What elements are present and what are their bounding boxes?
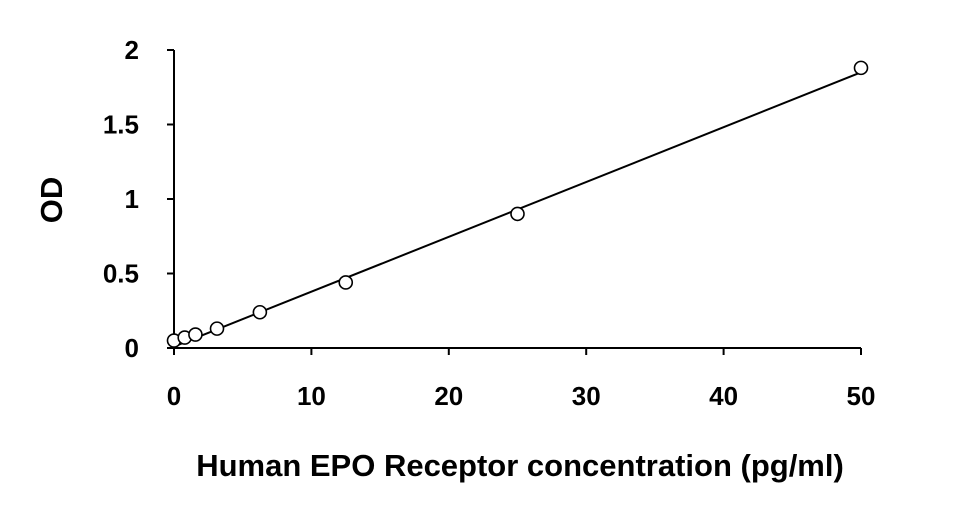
y-tick-label: 1.5	[103, 110, 139, 140]
x-tick-label: 50	[847, 381, 876, 411]
axes	[173, 50, 861, 349]
x-axis-title: Human EPO Receptor concentration (pg/ml)	[196, 448, 844, 483]
y-tick-label: 1	[125, 184, 139, 214]
y-axis-title: OD	[34, 177, 69, 224]
x-tick-label: 40	[709, 381, 738, 411]
x-tick-label: 20	[434, 381, 463, 411]
y-tick-label: 2	[125, 35, 139, 65]
data-point	[853, 60, 869, 76]
x-tick-label: 10	[297, 381, 326, 411]
data-point	[510, 206, 525, 222]
y-tick-label: 0	[125, 333, 139, 363]
y-ticks-group: 0 0.5 1 1.5 2	[103, 35, 174, 363]
data-point	[209, 321, 225, 336]
data-point	[252, 304, 268, 320]
data-point	[188, 327, 203, 342]
x-tick-label: 30	[572, 381, 601, 411]
x-ticks-group: 0 10 20 30 40 50	[167, 348, 876, 411]
points-group	[166, 60, 869, 348]
data-point	[338, 275, 354, 290]
y-tick-label: 0.5	[103, 259, 139, 289]
x-tick-label: 0	[167, 381, 181, 411]
